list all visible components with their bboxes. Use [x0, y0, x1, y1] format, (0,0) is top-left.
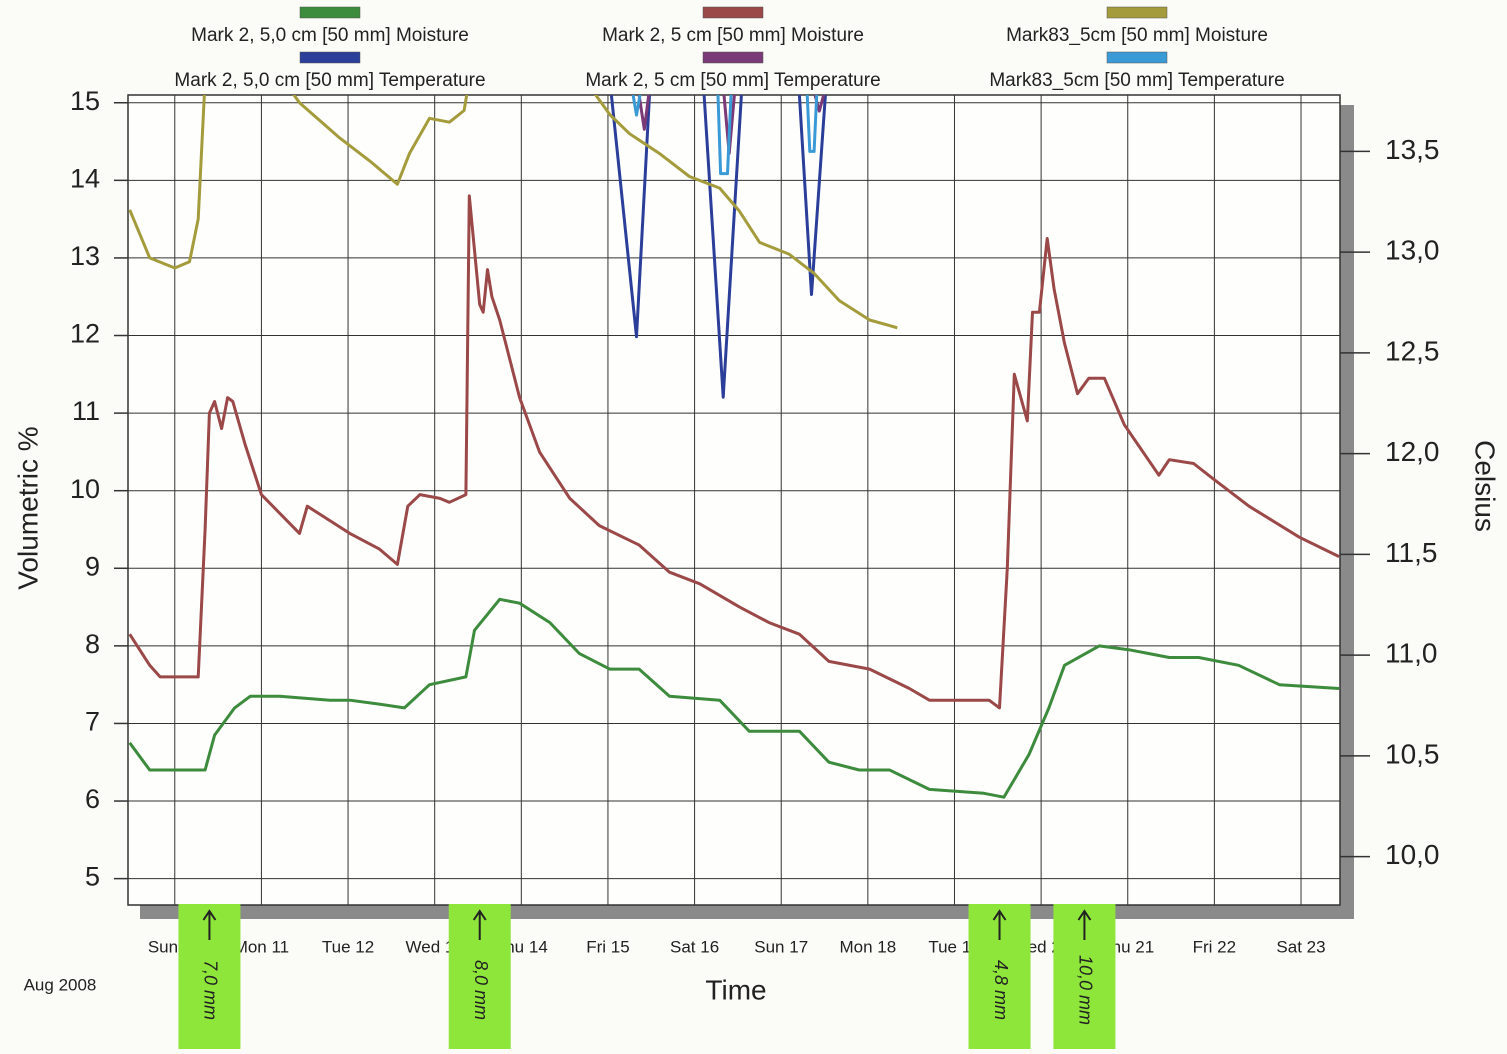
y-tick-label: 12: [70, 319, 100, 349]
y-tick-label: 6: [85, 784, 100, 814]
y-axis-label: Volumetric %: [12, 426, 43, 589]
x-tick-label: Fri 15: [586, 937, 629, 956]
rain-note: 8,0 mm: [448, 904, 511, 1049]
note-arrow: [992, 909, 1007, 940]
y2-tick-label: 11,0: [1385, 638, 1437, 669]
x-tick-label: Mon 18: [839, 937, 896, 956]
x-tick-label: Mon 11: [234, 937, 289, 956]
y-tick-label: 8: [85, 629, 100, 659]
x-tick-label: Fri 22: [1193, 937, 1236, 956]
series-line: [128, 194, 1340, 710]
y2-tick-label: 12,0: [1385, 436, 1440, 467]
note-text: 4,8 mm: [991, 960, 1011, 1020]
legend-swatch: [1106, 6, 1168, 19]
note-text: 8,0 mm: [471, 960, 491, 1020]
legend-swatch: [1106, 51, 1168, 64]
x-tick-label: Sat 23: [1276, 937, 1325, 956]
y2-tick-label: 13,5: [1385, 134, 1440, 165]
rain-note: 7,0 mm: [178, 904, 241, 1049]
y-tick-label: 11: [72, 396, 100, 426]
y-tick-label: 14: [70, 163, 100, 193]
legend-swatch: [299, 51, 361, 64]
y-tick-label: 5: [85, 862, 100, 892]
legend-swatch: [299, 6, 361, 19]
y2-axis-label: Celsius: [1470, 440, 1501, 532]
y2-tick-label: 13,0: [1385, 235, 1440, 266]
legend-label: Mark 2, 5,0 cm [50 mm] Moisture: [191, 25, 469, 46]
legend-swatch: [702, 6, 764, 19]
legend-label: Mark83_5cm [50 mm] Temperature: [989, 70, 1284, 91]
note-arrow: [202, 909, 217, 940]
rain-note: 10,0 mm: [1053, 904, 1116, 1049]
y-tick-label: 15: [70, 86, 100, 116]
x-tick-label: Tue 12: [322, 937, 374, 956]
note-arrow: [1077, 909, 1092, 940]
y-tick-label: 13: [70, 241, 100, 271]
y2-tick-label: 10,5: [1385, 738, 1440, 769]
note-arrow: [472, 909, 487, 940]
legend-label: Mark 2, 5 cm [50 mm] Moisture: [602, 25, 864, 46]
frame-shadow: [140, 905, 1354, 919]
y-tick-label: 10: [70, 474, 100, 504]
legend-label: Mark 2, 5 cm [50 mm] Temperature: [585, 70, 880, 91]
legend-swatch: [702, 51, 764, 64]
x-tick-label: Sun 17: [754, 937, 808, 956]
x-axis-label: Time: [705, 974, 766, 1005]
series-lines: [128, 95, 1340, 799]
legend-label: Mark83_5cm [50 mm] Moisture: [1006, 25, 1268, 46]
x-tick-label: Tue 19: [928, 937, 980, 956]
series-line: [609, 95, 827, 399]
note-text: 7,0 mm: [201, 960, 221, 1020]
rain-note: 4,8 mm: [968, 904, 1031, 1049]
y-tick-label: 7: [85, 707, 100, 737]
note-text: 10,0 mm: [1076, 955, 1096, 1025]
y2-tick-label: 12,5: [1385, 335, 1440, 366]
y-tick-label: 9: [85, 551, 100, 581]
legend-label: Mark 2, 5,0 cm [50 mm] Temperature: [174, 70, 485, 91]
series-line: [128, 597, 1340, 799]
y2-tick-label: 11,5: [1385, 537, 1437, 568]
series-line: [128, 95, 898, 330]
y2-tick-label: 10,0: [1385, 839, 1440, 870]
period-label: Aug 2008: [24, 975, 97, 994]
series-line: [631, 95, 819, 176]
frame-shadow: [1340, 105, 1354, 919]
x-tick-label: Sat 16: [670, 937, 719, 956]
